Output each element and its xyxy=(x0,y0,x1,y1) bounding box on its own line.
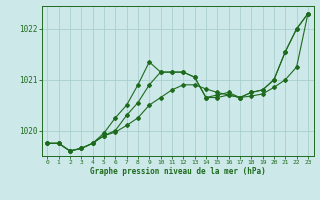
X-axis label: Graphe pression niveau de la mer (hPa): Graphe pression niveau de la mer (hPa) xyxy=(90,167,266,176)
